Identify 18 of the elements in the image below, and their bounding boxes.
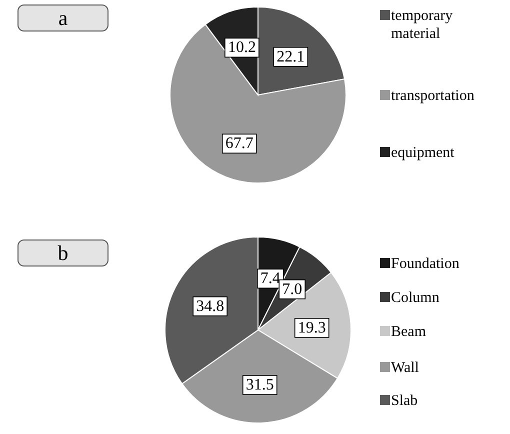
chart-title: b	[58, 241, 68, 265]
chart-title: a	[58, 6, 68, 30]
legend-label: temporary material	[391, 8, 454, 42]
legend-label: Beam	[391, 324, 426, 340]
data-label: 67.7	[225, 135, 254, 152]
data-label: 19.3	[298, 319, 326, 336]
legend-label: equipment	[391, 145, 456, 161]
legend-label: Column	[391, 290, 440, 306]
data-label: 7.4	[260, 270, 280, 288]
data-label: 22.1	[276, 48, 305, 66]
legend-label: transportation	[391, 88, 475, 104]
data-label: 7.0	[282, 280, 302, 298]
data-label: 31.5	[246, 376, 274, 394]
legend-label: Wall	[391, 360, 419, 376]
data-label: 34.8	[196, 298, 224, 315]
legend-label: Slab	[391, 393, 418, 409]
legend-label: Foundation	[391, 256, 460, 272]
data-label: 10.2	[228, 39, 256, 56]
